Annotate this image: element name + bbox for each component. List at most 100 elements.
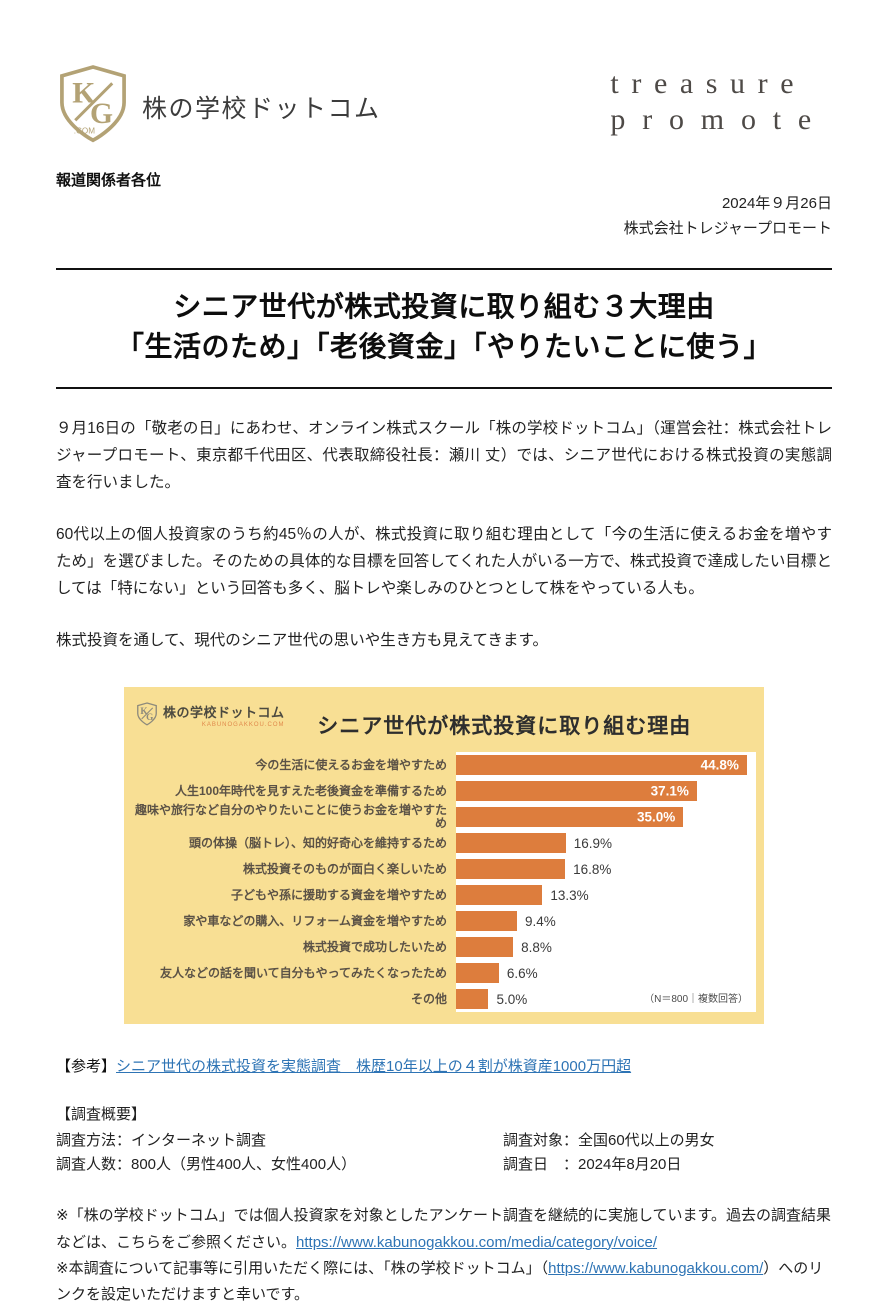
chart-row: 人生100年時代を見すえた老後資金を準備するため 37.1% — [124, 778, 756, 805]
survey-date: 調査日 ：2024年8月20日 — [503, 1156, 682, 1174]
chart-plot-cell: 13.3% — [456, 882, 756, 909]
chart-category-label: 子どもや孫に援助する資金を増やすため — [230, 887, 447, 902]
chart-category-label: 趣味や旅行など自分のやりたいことに使うお金を増やすため — [134, 803, 447, 831]
bar-value-label: 5.0% — [496, 991, 528, 1007]
footnote-2-text: ※本調査について記事等に引用いただく際には、「株の学校ドットコム」（ — [56, 1259, 549, 1277]
company-name: 株式会社トレジャープロモート — [623, 219, 832, 237]
chart-logo-wordmark: 株の学校ドットコム — [163, 705, 285, 721]
bar — [456, 859, 566, 880]
chart-category-label: 今の生活に使えるお金を増やすため — [255, 757, 447, 772]
bar — [456, 989, 489, 1010]
treasure-promote-logo: treasure promote — [610, 66, 828, 138]
reference-line: 【参考】シニア世代の株式投資を実態調査 株歴10年以上の４割が株資産1000万円… — [56, 1055, 832, 1076]
kabunogakkou-logo: K G .COM 株の学校ドットコム — [56, 64, 381, 149]
chart-row: 家や車などの購入、リフォーム資金を増やすため 9.4% — [124, 908, 756, 935]
bar-value-label: 35.0% — [636, 809, 676, 825]
bar-value-label: 44.8% — [700, 757, 739, 773]
reference-link[interactable]: シニア世代の株式投資を実態調査 株歴10年以上の４割が株資産1000万円超 — [116, 1058, 632, 1076]
chart-row: その他 5.0% — [124, 986, 756, 1013]
chart-plot-cell: 6.6% — [456, 960, 756, 987]
chart-category-label: 家や車などの購入、リフォーム資金を増やすため — [183, 913, 447, 928]
release-date: 2024年９月26日 — [721, 195, 832, 212]
svg-text:.COM: .COM — [74, 127, 95, 136]
reference-prefix: 【参考】 — [56, 1058, 117, 1076]
chart-row: 株式投資そのものが面白く楽しいため 16.8% — [124, 856, 756, 883]
bar-value-label: 37.1% — [650, 783, 689, 799]
treasure-promote-line2: promote — [610, 103, 828, 136]
page-header: K G .COM 株の学校ドットコム treasure promote — [56, 64, 832, 149]
press-release-title: シニア世代が株式投資に取り組む３大理由 「生活のため」「老後資金」「やりたいこと… — [56, 267, 832, 389]
chart-plot-cell: 5.0% — [456, 986, 756, 1013]
bar — [456, 911, 518, 932]
chart-plot-cell: 8.8% — [456, 934, 756, 961]
bar-value-label: 6.6% — [506, 965, 538, 981]
date-company-block: 2024年９月26日 株式会社トレジャープロモート — [56, 192, 832, 242]
chart-plot-cell: 16.8% — [456, 856, 756, 883]
bar-value-label: 9.4% — [525, 913, 556, 929]
bar-value-label: 16.8% — [573, 861, 612, 877]
svg-text:G: G — [90, 98, 113, 130]
chart-logo: K G 株の学校ドットコム KABUNOGAKKOU.COM — [136, 702, 285, 731]
bar — [456, 937, 514, 958]
chart-header: K G 株の学校ドットコム KABUNOGAKKOU.COM シニア世代が株式投… — [124, 687, 764, 750]
treasure-promote-line1: treasure — [610, 67, 807, 100]
title-line-2: 「生活のため」「老後資金」「やりたいことに使う」 — [115, 331, 772, 363]
press-addressee: 報道関係者各位 — [56, 172, 162, 189]
shield-logo-icon: K G .COM — [56, 64, 130, 149]
survey-sample-size: 調査人数：800人（男性400人、女性400人） — [56, 1156, 357, 1174]
chart-logo-texts: 株の学校ドットコム KABUNOGAKKOU.COM — [163, 702, 285, 728]
survey-row-1: 調査方法：インターネット調査 調査対象：全国60代以上の男女 — [56, 1129, 832, 1153]
survey-overview: 【調査概要】 調査方法：インターネット調査 調査対象：全国60代以上の男女 調査… — [56, 1103, 832, 1177]
chart-category-label: 頭の体操（脳トレ）、知的好奇心を維持するため — [188, 835, 447, 850]
bar-value-label: 8.8% — [521, 939, 552, 955]
svg-text:G: G — [146, 713, 153, 723]
chart-plot-cell: 35.0% — [456, 804, 756, 831]
svg-text:K: K — [140, 706, 148, 716]
bar: 35.0% — [456, 807, 684, 828]
chart-plot-cell: 44.8% — [456, 752, 756, 779]
body-paragraph-1: ９月16日の「敬老の日」にあわせ、オンライン株式スクール「株の学校ドットコム」（… — [56, 419, 832, 491]
chart-rows: 今の生活に使えるお金を増やすため 44.8% 人生100年時代を見すえた老後資金を準… — [124, 752, 764, 1013]
bar — [456, 963, 499, 984]
footnote-1-link[interactable]: https://www.kabunogakkou.com/media/categ… — [296, 1233, 658, 1251]
logo-wordmark: 株の学校ドットコム — [142, 94, 381, 123]
chart-category-label: その他 — [410, 991, 447, 1006]
chart-row: 頭の体操（脳トレ）、知的好奇心を維持するため 16.9% — [124, 830, 756, 857]
body-paragraph-2: 60代以上の個人投資家のうち約45％の人が、株式投資に取り組む理由として「今の生… — [56, 525, 832, 597]
svg-text:K: K — [72, 78, 95, 110]
bar: 37.1% — [456, 781, 697, 802]
chart-sample-note: （N＝800｜複数回答） — [644, 994, 748, 1006]
chart-row: 子どもや孫に援助する資金を増やすため 13.3% — [124, 882, 756, 909]
bar — [456, 833, 566, 854]
footnote-1: ※「株の学校ドットコム」では個人投資家を対象としたアンケート調査を継続的に実施し… — [56, 1203, 832, 1255]
chart-category-label: 株式投資で成功したいため — [302, 939, 447, 954]
chart-bottom-padding — [124, 1012, 764, 1024]
survey-heading: 【調査概要】 — [56, 1106, 147, 1124]
chart-plot-cell: 16.9% — [456, 830, 756, 857]
chart-category-label: 人生100年時代を見すえた老後資金を準備するため — [174, 783, 447, 798]
chart-plot-cell: 9.4% — [456, 908, 756, 935]
title-line-1: シニア世代が株式投資に取り組む３大理由 — [173, 290, 715, 322]
bar — [456, 885, 543, 906]
footnote-2-link[interactable]: https://www.kabunogakkou.com/ — [548, 1259, 764, 1277]
bar: 44.8% — [456, 755, 747, 776]
body-paragraph-3: 株式投資を通して、現代のシニア世代の思いや生き方も見えてきます。 — [56, 631, 548, 649]
chart-row: 株式投資で成功したいため 8.8% — [124, 934, 756, 961]
shield-logo-small-icon: K G — [136, 702, 158, 731]
survey-method: 調査方法：インターネット調査 — [56, 1132, 267, 1150]
footnotes: ※「株の学校ドットコム」では個人投資家を対象としたアンケート調査を継続的に実施し… — [56, 1203, 832, 1307]
survey-target: 調査対象：全国60代以上の男女 — [503, 1132, 715, 1150]
footnote-1-text: ※「株の学校ドットコム」では個人投資家を対象としたアンケート調査を継続的に実施し… — [56, 1207, 832, 1251]
chart-title: シニア世代が株式投資に取り組む理由 — [317, 715, 692, 739]
footnote-2: ※本調査について記事等に引用いただく際には、「株の学校ドットコム」（https:… — [56, 1256, 832, 1308]
survey-row-2: 調査人数：800人（男性400人、女性400人） 調査日 ：2024年8月20日 — [56, 1153, 832, 1177]
chart-category-label: 株式投資そのものが面白く楽しいため — [242, 861, 447, 876]
chart-row: 友人などの話を聞いて自分もやってみたくなったため 6.6% — [124, 960, 756, 987]
survey-bar-chart: K G 株の学校ドットコム KABUNOGAKKOU.COM シニア世代が株式投… — [124, 687, 764, 1025]
bar-value-label: 13.3% — [550, 887, 589, 903]
chart-plot-cell: 37.1% — [456, 778, 756, 805]
chart-row: 趣味や旅行など自分のやりたいことに使うお金を増やすため 35.0% — [124, 803, 756, 831]
bar-value-label: 16.9% — [573, 835, 613, 851]
chart-logo-domain: KABUNOGAKKOU.COM — [201, 722, 285, 729]
